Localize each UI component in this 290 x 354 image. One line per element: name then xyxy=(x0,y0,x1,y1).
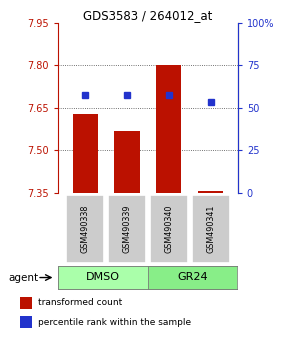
FancyBboxPatch shape xyxy=(192,195,230,263)
Text: GSM490338: GSM490338 xyxy=(81,205,90,253)
FancyBboxPatch shape xyxy=(108,195,146,263)
FancyBboxPatch shape xyxy=(148,266,238,289)
Text: GSM490339: GSM490339 xyxy=(122,205,131,253)
Text: GSM490341: GSM490341 xyxy=(206,205,215,253)
Text: agent: agent xyxy=(9,273,39,282)
Bar xyxy=(20,316,32,328)
Bar xyxy=(20,297,32,309)
Text: percentile rank within the sample: percentile rank within the sample xyxy=(38,318,191,327)
Text: GR24: GR24 xyxy=(177,272,208,282)
FancyBboxPatch shape xyxy=(58,266,148,289)
Bar xyxy=(156,65,181,193)
Text: GSM490340: GSM490340 xyxy=(164,205,173,253)
FancyBboxPatch shape xyxy=(66,195,104,263)
Bar xyxy=(115,131,139,193)
FancyBboxPatch shape xyxy=(150,195,188,263)
Text: DMSO: DMSO xyxy=(86,272,120,282)
Bar xyxy=(72,114,98,193)
Text: transformed count: transformed count xyxy=(38,298,123,307)
Title: GDS3583 / 264012_at: GDS3583 / 264012_at xyxy=(83,9,213,22)
Bar xyxy=(198,191,223,193)
